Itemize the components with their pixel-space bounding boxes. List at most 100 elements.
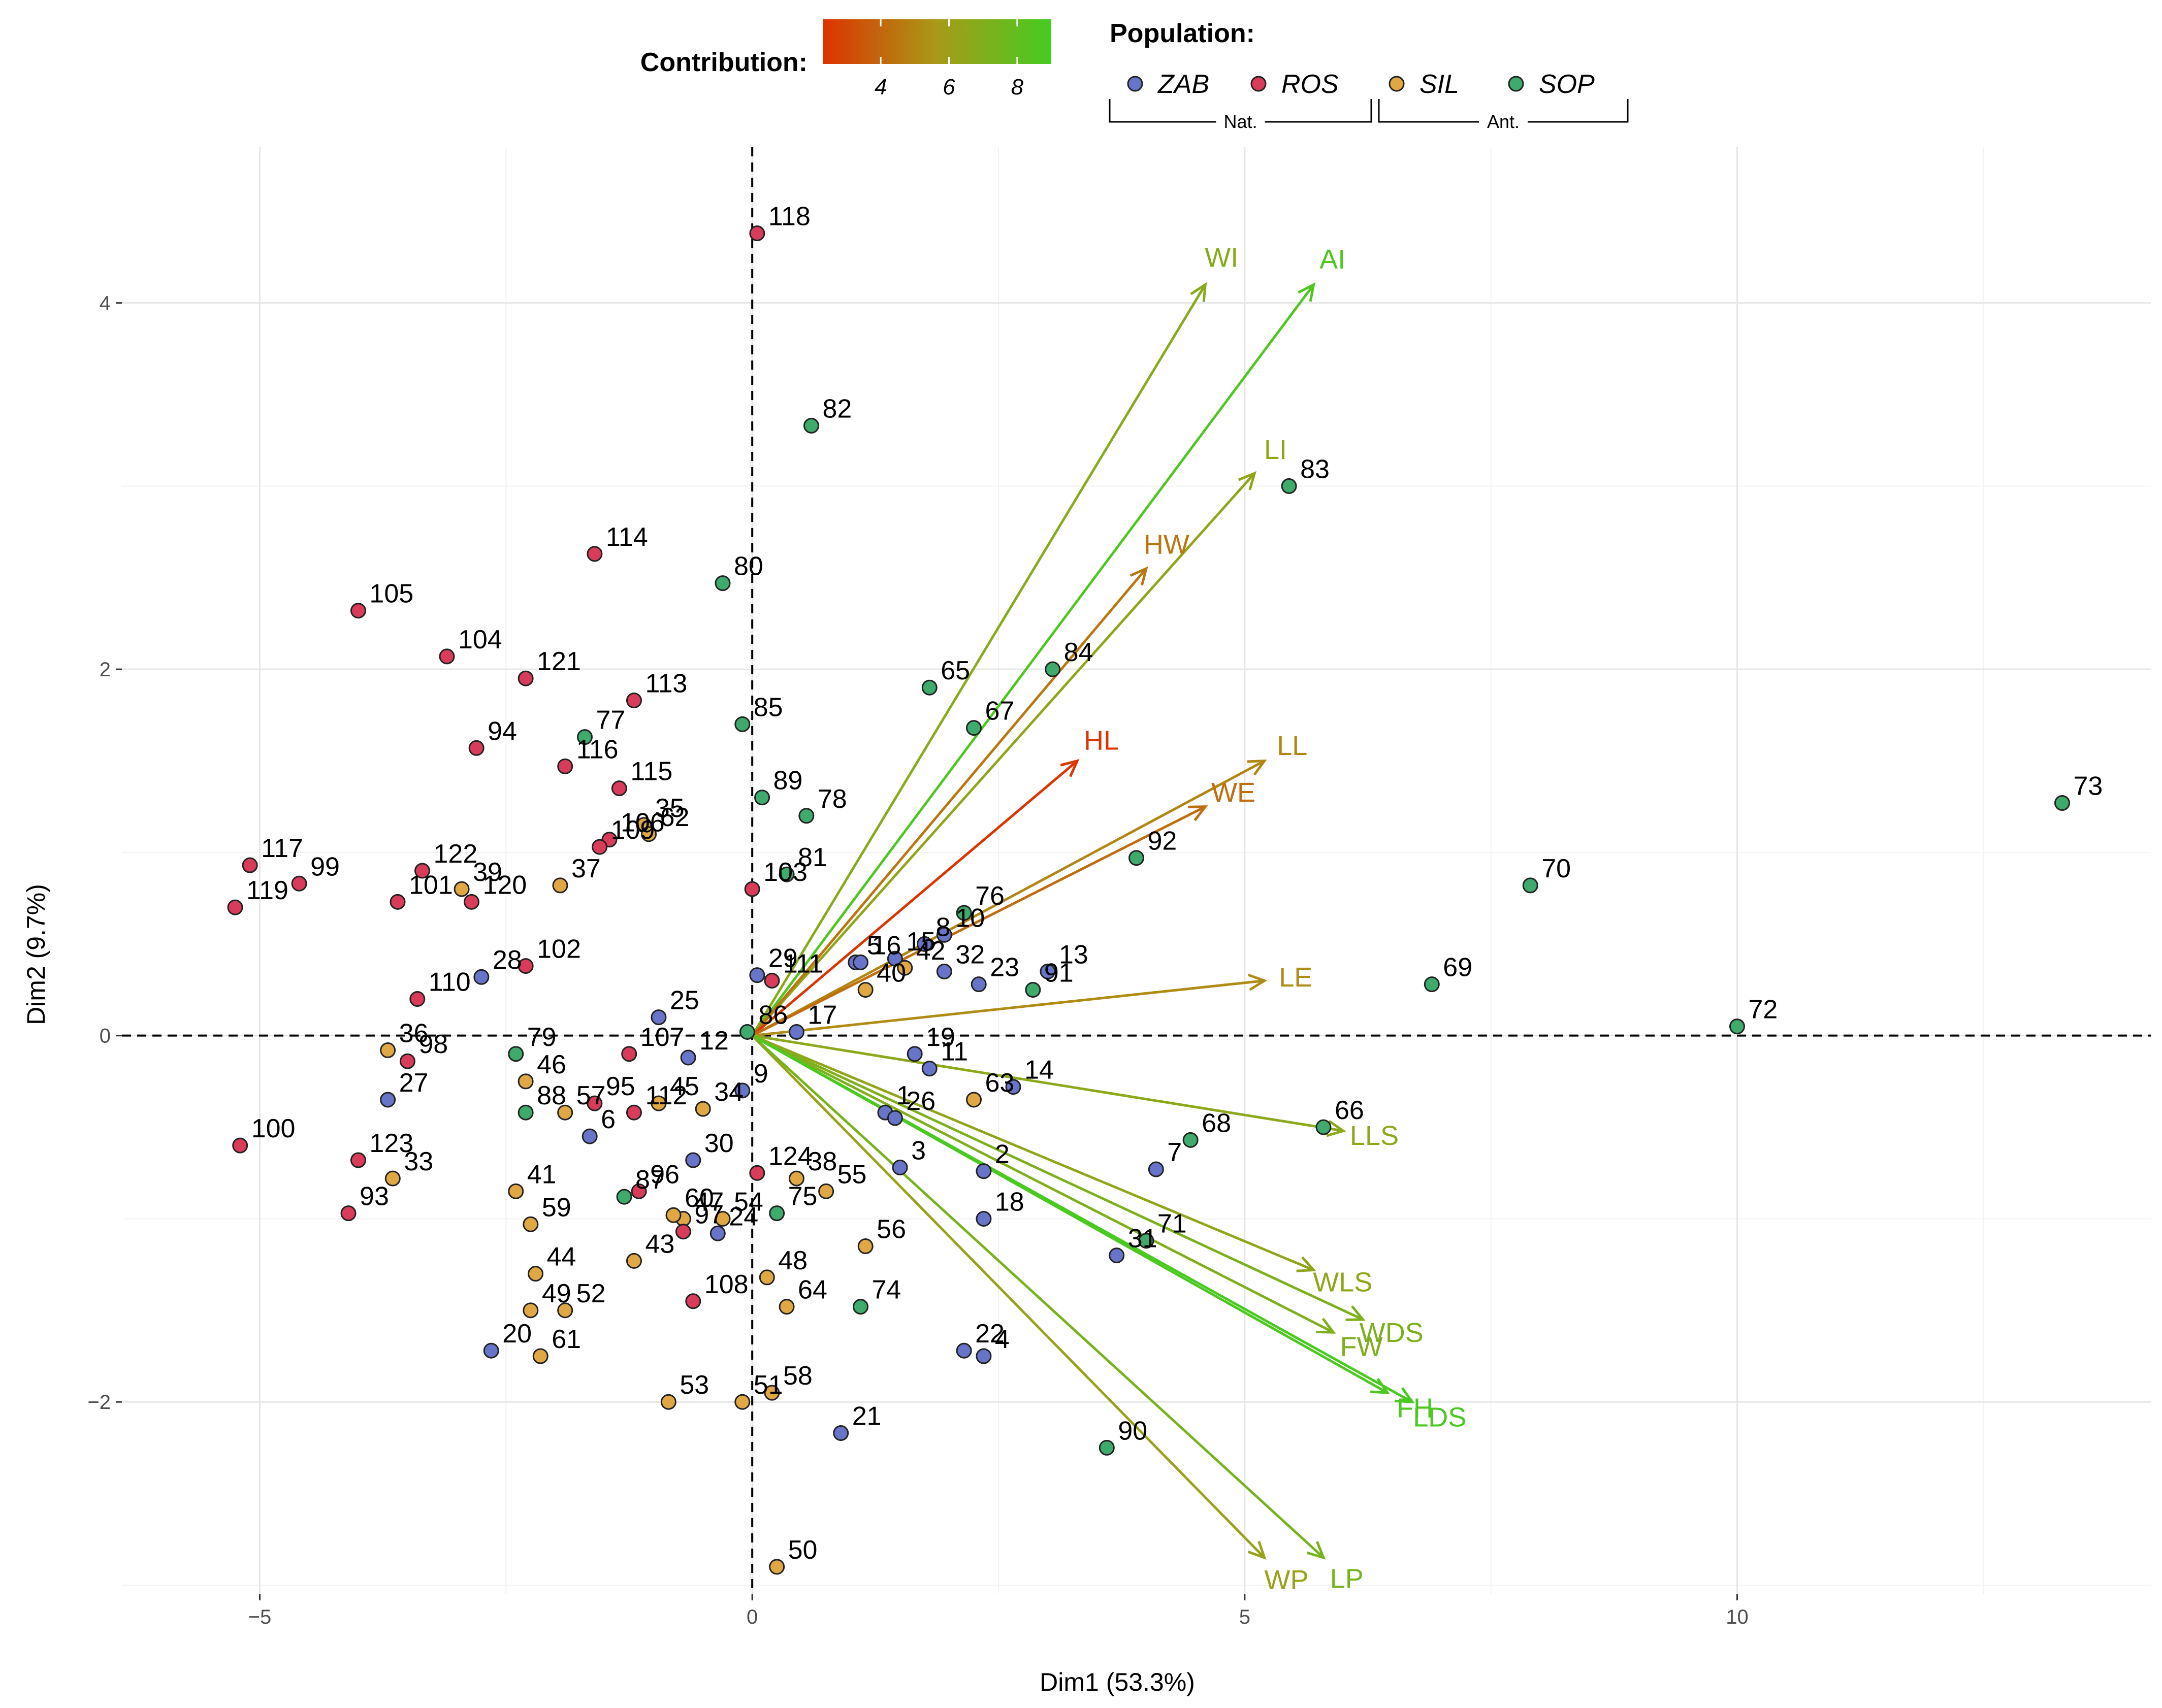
point-11 (921, 1061, 938, 1077)
legend-key-sop (1508, 76, 1524, 92)
point-42 (897, 960, 913, 976)
point-label-111: 111 (783, 949, 823, 978)
point-64 (779, 1299, 795, 1315)
point-label-83: 83 (1300, 454, 1330, 484)
point-label-25: 25 (670, 986, 699, 1015)
point-label-49: 49 (542, 1279, 571, 1308)
point-label-14: 14 (1024, 1056, 1054, 1085)
point-label-103: 103 (763, 858, 808, 887)
point-label-86: 86 (758, 1000, 788, 1030)
arrowhead-we (1188, 805, 1208, 822)
point-97 (675, 1224, 691, 1240)
colorbar-tick-label: 4 (875, 75, 887, 100)
point-label-23: 23 (990, 953, 1019, 982)
point-55 (818, 1183, 834, 1199)
point-label-15: 15 (906, 927, 935, 957)
point-115 (611, 780, 627, 797)
variable-label-wi: WI (1205, 242, 1238, 273)
point-59 (523, 1216, 539, 1232)
point-6 (582, 1128, 598, 1144)
legend-label-sop: SOP (1539, 70, 1595, 99)
point-label-113: 113 (645, 669, 687, 698)
point-57 (557, 1104, 573, 1121)
point-85 (734, 716, 751, 732)
point-70 (1522, 877, 1538, 894)
point-45 (651, 1095, 667, 1111)
point-29 (749, 967, 765, 983)
point-33 (384, 1170, 401, 1187)
point-label-8: 8 (936, 912, 951, 942)
point-label-122: 122 (433, 839, 477, 869)
group-label-1: Ant. (1487, 111, 1520, 132)
point-label-101: 101 (409, 870, 453, 900)
point-37 (552, 877, 568, 894)
point-label-44: 44 (547, 1242, 576, 1272)
point-label-50: 50 (788, 1535, 818, 1565)
contribution-colorbar (823, 19, 1051, 64)
point-label-35: 35 (655, 794, 685, 823)
point-label-53: 53 (680, 1370, 709, 1400)
point-label-85: 85 (754, 693, 783, 722)
variable-label-ai: AI (1319, 244, 1345, 275)
point-label-30: 30 (704, 1129, 734, 1158)
point-31 (1109, 1247, 1125, 1264)
point-label-12: 12 (699, 1026, 729, 1056)
point-label-91: 91 (1044, 958, 1074, 988)
point-label-77: 77 (596, 706, 625, 735)
point-label-18: 18 (995, 1187, 1024, 1217)
point-label-88: 88 (537, 1081, 566, 1110)
variable-label-hl: HL (1084, 726, 1119, 756)
point-label-31: 31 (1128, 1224, 1157, 1254)
point-23 (971, 976, 987, 993)
point-label-60: 60 (685, 1184, 714, 1213)
point-label-11: 11 (941, 1037, 968, 1067)
point-label-10: 10 (955, 903, 985, 933)
legend-key-zab (1127, 76, 1143, 92)
x-tick-label: 5 (1239, 1606, 1250, 1628)
legend-label-sil: SIL (1419, 70, 1459, 99)
arrowhead-hw (1130, 566, 1148, 586)
variable-label-wds: WDS (1360, 1318, 1424, 1348)
legend-label-ros: ROS (1281, 70, 1339, 99)
point-122 (414, 863, 430, 879)
variable-label-lls: LLS (1350, 1121, 1399, 1151)
point-label-109: 109 (611, 815, 655, 845)
point-82 (803, 417, 820, 434)
point-label-110: 110 (429, 968, 471, 997)
point-label-2: 2 (995, 1140, 1010, 1169)
point-110 (409, 991, 426, 1007)
arrow-wds (752, 1034, 1364, 1321)
group-label-bg (1216, 111, 1265, 131)
point-label-29: 29 (768, 944, 798, 973)
x-axis-ticks: −5 0 5 10 (248, 1594, 1749, 1628)
variable-label-wls: WLS (1313, 1267, 1372, 1297)
variable-label-fw: FW (1340, 1331, 1383, 1362)
point-16 (852, 954, 868, 970)
point-102 (518, 958, 534, 974)
point-label-19: 19 (926, 1023, 955, 1052)
arrow-ll (751, 760, 1265, 1037)
arrow-li (751, 472, 1256, 1037)
y-axis-title: Dim2 (9.7%) (22, 884, 50, 1025)
arrow-hl (751, 760, 1078, 1037)
y-tick-label: 2 (100, 659, 111, 681)
point-17 (788, 1024, 804, 1040)
point-87 (616, 1189, 632, 1205)
point-100 (232, 1137, 248, 1154)
arrow-fw (752, 1034, 1334, 1334)
point-77 (576, 729, 593, 745)
legend-key-ros (1250, 76, 1267, 92)
point-label-54: 54 (734, 1187, 763, 1217)
point-label-80: 80 (734, 552, 763, 581)
y-tick-label: −2 (87, 1391, 111, 1414)
point-label-3: 3 (911, 1136, 926, 1165)
point-label-58: 58 (783, 1361, 813, 1391)
point-67 (966, 720, 982, 736)
point-49 (523, 1302, 539, 1319)
point-113 (626, 692, 642, 708)
point-118 (749, 225, 765, 242)
arrowhead-lls (1326, 1120, 1346, 1137)
population-legend-items: ZAB ROS SIL SOP (1127, 70, 1595, 99)
